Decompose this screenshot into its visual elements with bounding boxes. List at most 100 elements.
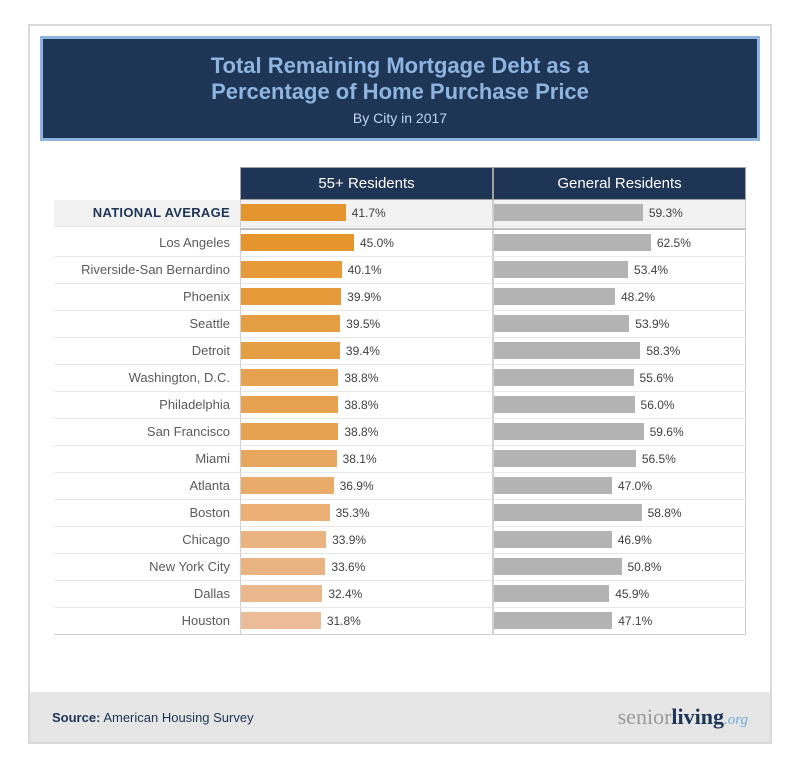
table-row: Los Angeles 45.0% 62.5% [54, 230, 746, 257]
chart-frame: Total Remaining Mortgage Debt as a Perce… [28, 24, 772, 744]
bar-senior [241, 450, 337, 467]
bar-senior [241, 504, 330, 521]
value-general: 47.0% [618, 479, 652, 493]
bar-senior [241, 585, 322, 602]
row-label: Philadelphia [54, 392, 240, 419]
bar-senior [241, 342, 340, 359]
value-senior: 33.9% [332, 533, 366, 547]
bar-senior [241, 612, 321, 629]
bar-senior [241, 558, 325, 575]
col-header-general: General Residents [493, 167, 746, 200]
value-senior: 38.1% [343, 452, 377, 466]
bar-senior [241, 204, 346, 221]
cell-senior: 39.4% [240, 338, 493, 365]
cell-general: 53.4% [493, 257, 746, 284]
table-row: San Francisco38.8%59.6% [54, 419, 746, 446]
table-row: Houston 31.8% 47.1% [54, 608, 746, 635]
cell-senior: 41.7% [240, 200, 493, 227]
cell-senior: 38.1% [240, 446, 493, 473]
bar-senior [241, 315, 340, 332]
value-general: 46.9% [618, 533, 652, 547]
value-senior: 36.9% [340, 479, 374, 493]
cell-senior: 31.8% [240, 608, 493, 635]
row-label-spacer [54, 167, 240, 200]
cell-senior: 32.4% [240, 581, 493, 608]
row-label: Chicago [54, 527, 240, 554]
value-general: 47.1% [618, 614, 652, 628]
row-national: NATIONAL AVERAGE41.7%59.3% [54, 200, 746, 227]
cell-senior: 40.1% [240, 257, 493, 284]
source-text: Source: American Housing Survey [52, 710, 254, 725]
row-label: Riverside-San Bernardino [54, 257, 240, 284]
cell-general: 48.2% [493, 284, 746, 311]
row-label: Miami [54, 446, 240, 473]
bar-general [494, 585, 609, 602]
chart-rows: NATIONAL AVERAGE41.7%59.3% Los Angeles 45.… [54, 200, 746, 635]
bar-senior [241, 396, 338, 413]
table-row: Dallas 32.4% 45.9% [54, 581, 746, 608]
value-general: 58.8% [648, 506, 682, 520]
table-row: Boston35.3%58.8% [54, 500, 746, 527]
cell-general: 59.6% [493, 419, 746, 446]
value-senior: 45.0% [360, 236, 394, 250]
value-general: 59.6% [650, 425, 684, 439]
row-label: Phoenix [54, 284, 240, 311]
bar-senior [241, 423, 338, 440]
logo-part2: living [671, 704, 724, 729]
row-label: Los Angeles [54, 230, 240, 257]
bar-general [494, 315, 629, 332]
bar-general [494, 369, 634, 386]
bar-general [494, 261, 628, 278]
table-row: Philadelphia 38.8% 56.0% [54, 392, 746, 419]
bar-general [494, 288, 615, 305]
cell-senior: 39.5% [240, 311, 493, 338]
bar-senior [241, 477, 334, 494]
bar-senior [241, 234, 354, 251]
table-row: Chicago 33.9% 46.9% [54, 527, 746, 554]
cell-senior: 36.9% [240, 473, 493, 500]
value-general: 50.8% [628, 560, 662, 574]
value-general: 56.5% [642, 452, 676, 466]
row-label: Washington, D.C. [54, 365, 240, 392]
table-row: Miami 38.1% 56.5% [54, 446, 746, 473]
table-row: Washington, D.C. 38.8% 55.6% [54, 365, 746, 392]
bar-general [494, 558, 622, 575]
row-label: Atlanta [54, 473, 240, 500]
value-senior: 41.7% [352, 206, 386, 220]
value-senior: 38.8% [344, 371, 378, 385]
bar-senior [241, 369, 338, 386]
bar-general [494, 234, 651, 251]
value-senior: 40.1% [348, 263, 382, 277]
cell-general: 55.6% [493, 365, 746, 392]
cell-general: 62.5% [493, 230, 746, 257]
bar-senior [241, 288, 341, 305]
value-senior: 39.5% [346, 317, 380, 331]
value-general: 53.4% [634, 263, 668, 277]
column-headers: 55+ Residents General Residents [54, 167, 746, 200]
value-general: 62.5% [657, 236, 691, 250]
row-label: Dallas [54, 581, 240, 608]
bar-general [494, 531, 612, 548]
col-header-senior: 55+ Residents [240, 167, 493, 200]
value-senior: 38.8% [344, 398, 378, 412]
logo-part1: senior [618, 704, 672, 729]
logo-part3: .org [724, 712, 748, 728]
cell-general: 46.9% [493, 527, 746, 554]
source-prefix: Source: [52, 710, 100, 725]
bar-general [494, 504, 642, 521]
value-general: 56.0% [641, 398, 675, 412]
bar-senior [241, 261, 342, 278]
cell-general: 53.9% [493, 311, 746, 338]
row-label: Houston [54, 608, 240, 635]
cell-general: 47.1% [493, 608, 746, 635]
value-senior: 32.4% [328, 587, 362, 601]
table-row: Riverside-San Bernardino 40.1% 53.4% [54, 257, 746, 284]
chart-body: 55+ Residents General Residents NATIONAL… [54, 167, 746, 635]
row-label: New York City [54, 554, 240, 581]
value-general: 48.2% [621, 290, 655, 304]
value-senior: 31.8% [327, 614, 361, 628]
table-row: Phoenix 39.9% 48.2% [54, 284, 746, 311]
cell-general: 45.9% [493, 581, 746, 608]
logo: seniorliving.org [618, 704, 748, 730]
value-senior: 39.9% [347, 290, 381, 304]
